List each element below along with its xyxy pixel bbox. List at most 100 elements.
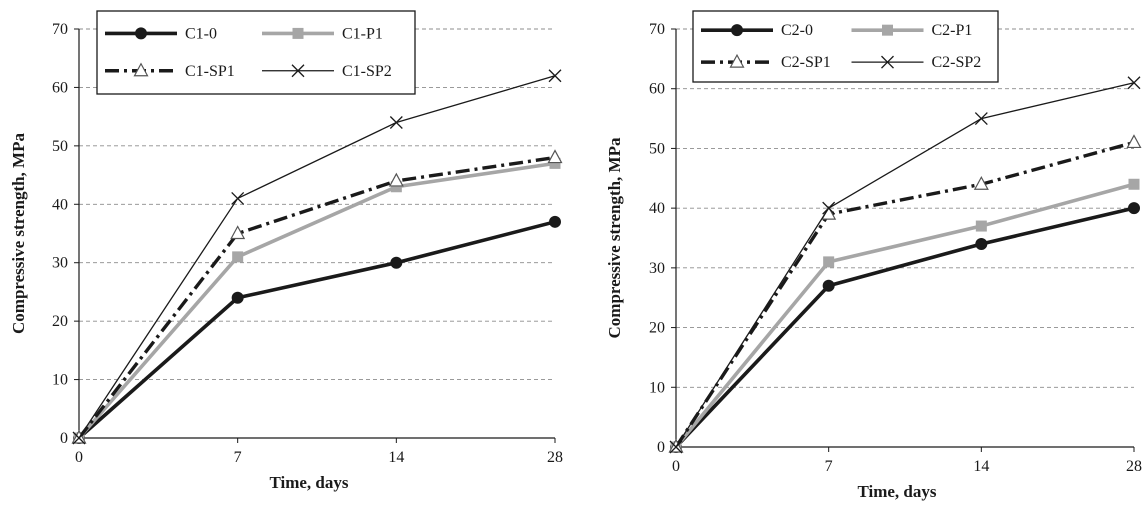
y-tick-label: 40	[52, 196, 68, 213]
series-C1-SP1	[71, 149, 563, 444]
data-point	[390, 181, 402, 193]
data-point	[823, 256, 835, 268]
legend-marker	[729, 53, 745, 68]
legend-marker	[133, 62, 149, 77]
y-tick-label: 50	[52, 138, 68, 155]
legend-item: C2-P1	[851, 22, 973, 39]
chart-panel-right: 0 10 20 30 40 50 60 70 0 7 14 28 Time, days Compressi…	[596, 0, 1146, 507]
data-point	[669, 440, 683, 454]
chart-right: 0 10 20 30 40 50 60 70 0 7 14 28 Time, days Compressi…	[605, 10, 1142, 501]
legend-item: C1-SP2	[262, 63, 392, 80]
series-line	[674, 206, 1135, 449]
data-point	[1128, 178, 1140, 190]
data-point	[230, 225, 246, 240]
chart-left: 0 10 20 30 40 50 60 70 0 7 14 28 Time, days Compressi…	[9, 10, 563, 492]
legend: C1-0 C1-P1 C1-SP1 C1-SP2	[96, 10, 416, 95]
series-C1-SP2	[72, 69, 562, 445]
data-point	[232, 251, 244, 263]
data-point	[975, 220, 987, 232]
x-ticks: 0 7 14 28	[672, 447, 1142, 475]
data-point	[390, 256, 403, 269]
y-tick-label: 20	[649, 320, 665, 337]
series-C2-P1	[670, 178, 1140, 453]
series-line	[77, 155, 556, 440]
data-point	[1127, 76, 1141, 90]
legend-label: C2-0	[781, 22, 813, 39]
y-tick-label: 50	[649, 140, 665, 157]
y-axis-title: Compressive strength, MPa	[9, 133, 28, 334]
data-point	[822, 279, 835, 292]
legend-item: C1-0	[105, 25, 217, 42]
legend-box	[96, 10, 416, 95]
x-ticks: 0 7 14 28	[75, 438, 563, 466]
gridlines	[676, 28, 1134, 388]
x-tick-label: 14	[973, 458, 989, 475]
data-point	[973, 175, 989, 190]
x-axis-title: Time, days	[269, 473, 348, 492]
y-tick-label: 70	[649, 21, 665, 38]
data-point	[388, 172, 404, 187]
x-tick-label: 7	[234, 449, 242, 466]
legend-marker	[882, 24, 893, 36]
y-tick-label: 0	[60, 430, 68, 447]
x-tick-label: 0	[75, 449, 83, 466]
y-axis-title: Compressive strength, MPa	[605, 137, 624, 338]
legend-item: C2-SP1	[701, 53, 831, 71]
data-point	[822, 201, 836, 215]
y-tick-label: 40	[649, 200, 665, 217]
legend-marker	[292, 27, 304, 39]
y-tick-label: 70	[52, 21, 68, 38]
data-point	[548, 69, 562, 83]
legend-label: C2-SP1	[781, 54, 831, 71]
legend-marker	[731, 24, 743, 37]
legend-item: C1-SP1	[105, 62, 235, 80]
legend: C2-0 C2-P1 C2-SP1 C2-SP2	[692, 10, 999, 83]
y-tick-label: 0	[657, 439, 665, 456]
y-tick-label: 60	[52, 79, 68, 96]
series-line	[77, 220, 556, 440]
series-C2-0	[670, 202, 1140, 453]
x-tick-label: 7	[825, 458, 833, 475]
data-point	[549, 157, 561, 169]
legend-item: C2-SP2	[851, 54, 982, 71]
data-point	[231, 191, 245, 205]
x-tick-label: 28	[1126, 458, 1142, 475]
series-C2-SP2	[669, 76, 1141, 454]
legend-label: C1-SP1	[185, 63, 235, 80]
legend-label: C1-SP2	[342, 63, 392, 80]
data-point	[1128, 202, 1140, 215]
legend-item: C1-P1	[262, 25, 383, 42]
x-tick-label: 14	[388, 449, 404, 466]
legend-item: C2-0	[701, 22, 813, 39]
series-line	[77, 161, 556, 440]
series-line	[78, 75, 556, 439]
y-tick-label: 20	[52, 313, 68, 330]
series-C1-0	[73, 215, 561, 444]
x-axis-title: Time, days	[857, 482, 936, 501]
x-tick-label: 28	[547, 449, 563, 466]
y-tick-label: 30	[649, 260, 665, 277]
legend-label: C1-0	[185, 25, 217, 42]
y-ticks: 0 10 20 30 40 50 60 70	[649, 21, 676, 456]
legend-label: C2-SP2	[932, 54, 982, 71]
data-point	[975, 237, 988, 250]
legend-label: C1-P1	[342, 25, 383, 42]
series-line	[674, 140, 1135, 448]
y-tick-label: 60	[649, 81, 665, 98]
y-tick-label: 10	[52, 372, 68, 389]
legend-box	[692, 10, 999, 83]
y-tick-label: 30	[52, 255, 68, 272]
data-point	[974, 112, 988, 126]
legend-label: C2-P1	[932, 22, 973, 39]
legend-marker	[291, 64, 305, 78]
data-point	[547, 149, 563, 164]
x-tick-label: 0	[672, 458, 680, 475]
data-point	[1126, 134, 1142, 149]
y-ticks: 0 10 20 30 40 50 60 70	[52, 21, 79, 447]
series-line	[674, 182, 1135, 449]
data-point	[389, 116, 403, 129]
y-tick-label: 10	[649, 379, 665, 396]
series-C1-P1	[73, 157, 561, 444]
legend-marker	[881, 55, 894, 69]
legend-marker	[135, 27, 147, 40]
